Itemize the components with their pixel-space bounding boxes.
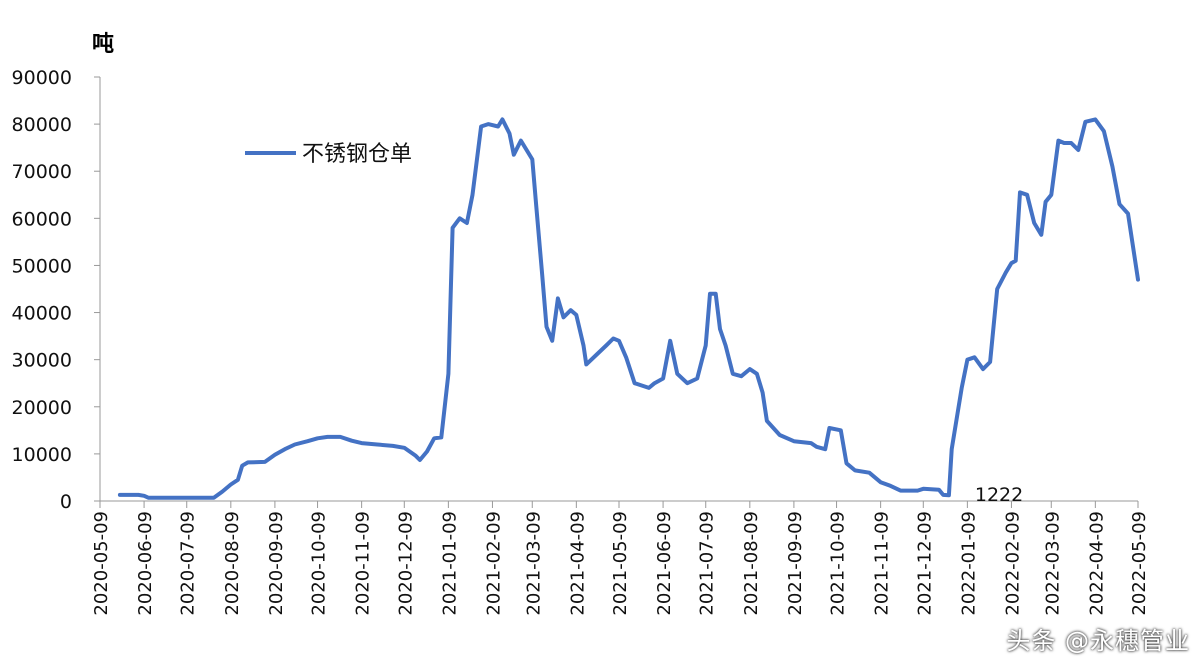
x-tick-label: 2020-06-09: [135, 511, 156, 616]
x-tick-label: 2022-01-09: [958, 511, 979, 616]
y-tick-label: 60000: [12, 208, 72, 230]
x-tick-label: 2021-02-09: [483, 511, 504, 616]
x-tick-label: 2021-01-09: [439, 511, 460, 616]
y-tick-label: 0: [60, 491, 72, 513]
y-tick-label: 10000: [12, 444, 72, 466]
x-tick-label: 2021-04-09: [567, 511, 588, 616]
y-tick-label: 30000: [12, 350, 72, 372]
y-tick-label: 50000: [12, 255, 72, 277]
x-tick-label: 2020-05-09: [91, 511, 112, 616]
x-tick-label: 2021-05-09: [610, 511, 631, 616]
series-line: [117, 117, 1140, 500]
x-tick-label: 2020-09-09: [266, 511, 287, 616]
x-tick-label: 2022-02-09: [1002, 511, 1023, 616]
x-tick-label: 2020-07-09: [178, 511, 199, 616]
x-tick-label: 2021-03-09: [523, 511, 544, 616]
x-tick-label: 2020-12-09: [395, 511, 416, 616]
y-tick-label: 20000: [12, 397, 72, 419]
x-tick-label: 2022-04-09: [1086, 511, 1107, 616]
x-tick-label: 2020-08-09: [222, 511, 243, 616]
x-tick-label: 2022-05-09: [1129, 511, 1150, 616]
x-tick-label: 2021-10-09: [828, 511, 849, 616]
x-tick-label: 2020-11-09: [353, 511, 374, 616]
y-tick-label: 80000: [12, 114, 72, 136]
x-tick-label: 2020-10-09: [309, 511, 330, 616]
x-tick-label: 2021-09-09: [785, 511, 806, 616]
y-tick-label: 40000: [12, 303, 72, 325]
y-tick-label: 70000: [12, 161, 72, 183]
y-tick-label: 90000: [12, 67, 72, 89]
x-tick-label: 2022-03-09: [1042, 511, 1063, 616]
x-tick-label: 2021-12-09: [914, 511, 935, 616]
x-tick-label: 2021-07-09: [697, 511, 718, 616]
x-tick-label: 2021-06-09: [654, 511, 675, 616]
legend-label: 不锈钢仓单: [302, 142, 412, 167]
x-tick-label: 2021-08-09: [741, 511, 762, 616]
watermark-text: 头条 @永穗管业: [1006, 627, 1190, 655]
data-label: 1222: [975, 484, 1023, 506]
x-tick-label: 2021-11-09: [872, 511, 893, 616]
y-axis-unit-label: 吨: [92, 32, 115, 57]
